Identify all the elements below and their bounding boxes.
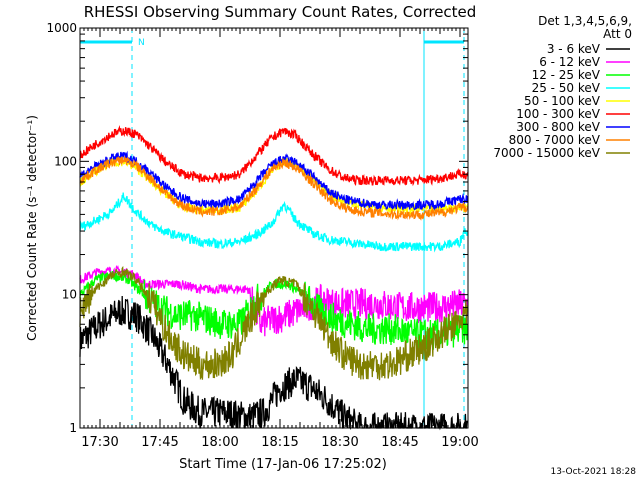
y-tick-label-0: 1 (69, 421, 77, 435)
x-tick-label-0: 17:30 (81, 435, 118, 450)
x-tick-label-1: 17:45 (141, 435, 178, 450)
legend-label-7: 800 - 7000 keV (509, 133, 601, 147)
series-line-8 (79, 265, 469, 381)
series-line-5 (79, 124, 469, 187)
y-tick-label-3: 1000 (46, 21, 77, 35)
series-line-7 (79, 156, 469, 221)
y-axis-label: Corrected Count Rate (s⁻¹ detector⁻¹) (25, 115, 39, 341)
legend-label-6: 300 - 800 keV (516, 120, 600, 134)
x-tick-label-5: 18:45 (381, 435, 418, 450)
legend-label-0: 3 - 6 keV (547, 42, 601, 56)
legend-header-line-1: Det 1,3,4,5,6,9, (538, 14, 632, 28)
chart-title: RHESSI Observing Summary Count Rates, Co… (84, 3, 477, 21)
legend-label-1: 6 - 12 keV (539, 55, 601, 69)
legend-label-2: 12 - 25 keV (532, 68, 601, 82)
series-line-3 (79, 192, 469, 253)
night-markers: N (80, 38, 464, 48)
plot-frame (79, 27, 469, 429)
x-axis-label: Start Time (17-Jan-06 17:25:02) (179, 457, 387, 472)
x-tick-label-6: 19:00 (441, 435, 478, 450)
y-tick-label-2: 100 (54, 154, 77, 168)
footer-timestamp: 13-Oct-2021 18:28 (551, 467, 637, 477)
legend-label-4: 50 - 100 keV (524, 94, 601, 108)
x-tick-label-2: 18:00 (201, 435, 238, 450)
legend-header-line-2: Att 0 (603, 27, 632, 41)
x-tick-label-4: 18:30 (321, 435, 358, 450)
x-tick-label-3: 18:15 (261, 435, 298, 450)
y-tick-label-1: 10 (62, 288, 77, 302)
legend-label-3: 25 - 50 keV (532, 81, 601, 95)
axes: 1 10 100 1000 17:30 17:45 18:00 18:15 18:30 18:45… (46, 21, 478, 450)
legend-label-5: 100 - 300 keV (516, 107, 600, 121)
legend-label-8: 7000 - 15000 keV (493, 146, 600, 160)
series-lines (79, 124, 469, 431)
night-marker-label-0: N (138, 38, 145, 48)
